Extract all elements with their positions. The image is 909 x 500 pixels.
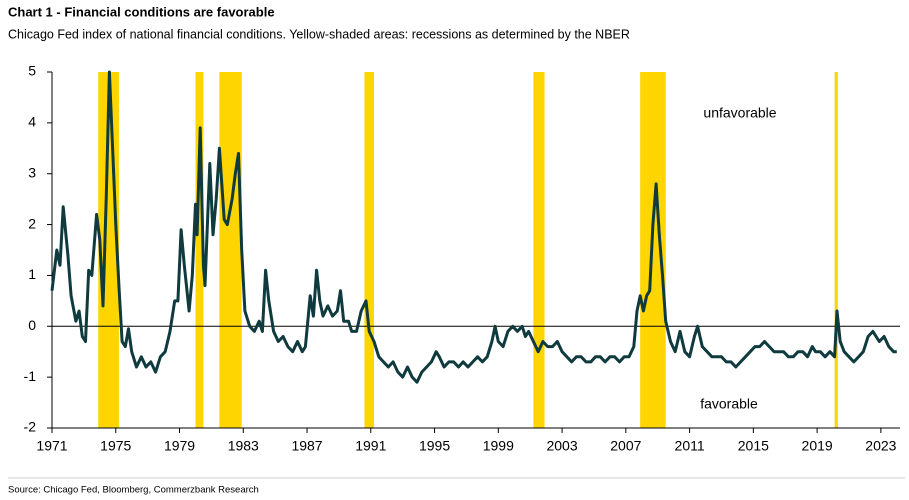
chart-subtitle: Chicago Fed index of national financial … [8, 27, 630, 41]
y-tick-label: 3 [28, 164, 36, 180]
recession-band [834, 72, 838, 428]
recession-band [195, 72, 204, 428]
x-tick-label: 1975 [100, 438, 131, 454]
x-tick-label: 2019 [802, 438, 833, 454]
x-tick-label: 2015 [738, 438, 769, 454]
x-tick-label: 1995 [419, 438, 450, 454]
y-tick-label: -2 [24, 419, 37, 435]
index-line [50, 70, 897, 384]
x-tick-label: 1987 [291, 438, 322, 454]
x-tick-label: 2023 [865, 438, 896, 454]
y-tick-label: 1 [28, 266, 36, 282]
recession-band [219, 72, 242, 428]
y-tick-label: -1 [24, 368, 37, 384]
recession-band [533, 72, 545, 428]
source: Source: Chicago Fed, Bloomberg, Commerzb… [8, 485, 259, 496]
y-tick-label: 0 [28, 317, 36, 333]
annotation: unfavorable [703, 105, 776, 121]
x-tick-label: 1999 [483, 438, 514, 454]
x-tick-label: 2011 [675, 438, 705, 454]
x-tick-label: 2007 [610, 438, 641, 454]
chart-title: Chart 1 - Financial conditions are favor… [8, 4, 275, 19]
x-tick-label: 1983 [228, 438, 259, 454]
annotation: favorable [700, 396, 758, 412]
x-tick-label: 1991 [355, 438, 386, 454]
y-tick-label: 5 [28, 63, 36, 79]
y-tick-label: 4 [28, 114, 36, 130]
x-tick-label: 2003 [546, 438, 577, 454]
y-tick-label: 2 [28, 215, 36, 231]
x-tick-label: 1979 [164, 438, 195, 454]
recession-band [364, 72, 374, 428]
x-tick-label: 1971 [36, 438, 67, 454]
